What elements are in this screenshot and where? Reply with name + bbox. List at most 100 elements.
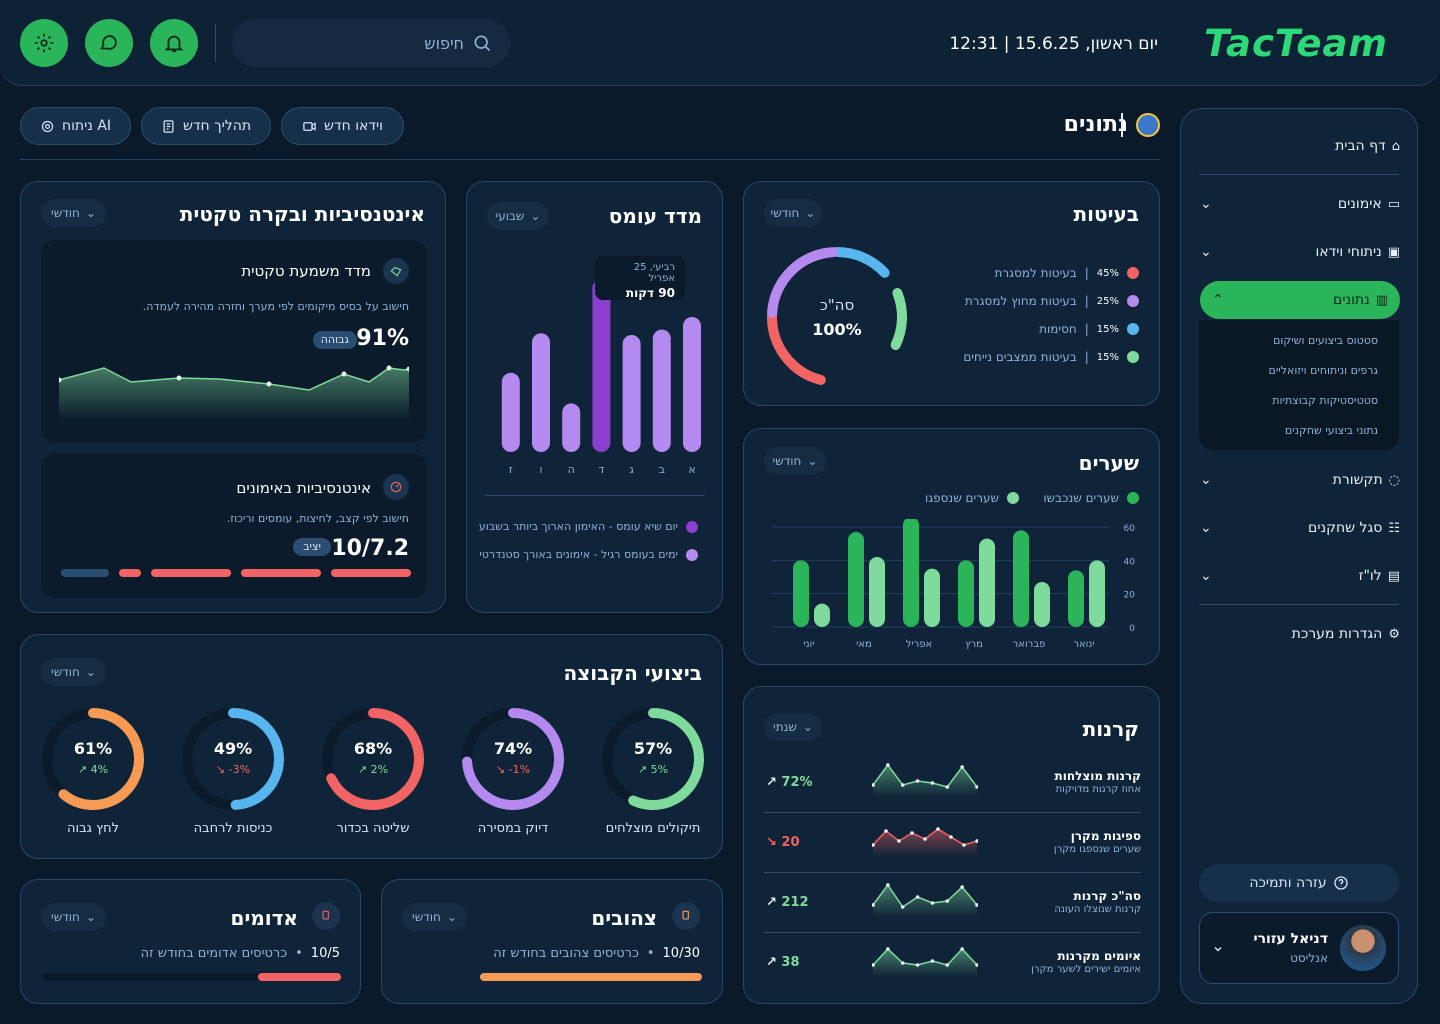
help-label: עזרה ותמיכה (1249, 875, 1327, 891)
legend-pct: 45% (1096, 267, 1119, 279)
period-label: חודשי (770, 206, 800, 220)
load-bar (652, 329, 671, 452)
team-icon: ☷ (1388, 520, 1400, 536)
ring-label: תיקולים מוצלחים (605, 821, 701, 836)
legend-pct: 25% (1096, 295, 1119, 307)
tactical-chart (59, 365, 409, 420)
new-video-button[interactable]: וידאו חדש (281, 107, 404, 145)
period-dropdown[interactable]: חודשי ⌄ (41, 903, 106, 931)
legend-item: 15% | חסימות (1039, 322, 1139, 336)
chevron-down-icon[interactable] (1212, 943, 1224, 955)
tactical-area (59, 368, 409, 420)
ring-change: ↗ 4% (77, 763, 109, 776)
corner-sparkline (872, 883, 978, 917)
goals-bar (979, 538, 995, 627)
ring-fill (602, 708, 704, 810)
sidebar-item[interactable]: ⌄ ▣ ניתוחי וידאו (1200, 237, 1400, 267)
chat-icon (100, 35, 117, 50)
trend-up-icon: ↗ (766, 955, 782, 970)
ring-change: ↘ -3% (215, 763, 251, 776)
chevron-up-icon: ⌃ (1212, 292, 1224, 308)
period-dropdown[interactable]: חודשי ⌄ (764, 447, 826, 475)
team-title: ביצועי הקבוצה (563, 661, 702, 685)
period-dropdown[interactable]: חודשי ⌄ (41, 199, 106, 227)
sidebar-item[interactable]: ⌄ ▭ אימונים (1200, 189, 1400, 219)
sidebar-item[interactable]: ⌃ ▥ נתונים (1200, 281, 1400, 319)
ring-label: דיוק במסירה (477, 821, 549, 836)
calendar-icon: ▤ (1387, 568, 1400, 584)
chat-button[interactable] (85, 19, 133, 67)
sidebar-item[interactable]: ⌄ ☷ סגל שחקנים (1200, 513, 1400, 543)
submenu-item[interactable]: נתוני ביצועי שחקנים (1284, 424, 1378, 437)
ring-change: ↘ -1% (495, 763, 531, 776)
training-card: אינטנסיביות באימונים חישוב לפי קצב, לחיצ… (41, 454, 427, 598)
period-dropdown[interactable]: שבועי ⌄ (487, 202, 549, 230)
corner-row: איומים מקרנות איומים ישירים לשער מקרן ↗ 38 (764, 932, 1141, 999)
goals-chart: 60 40 20 0 ינואר פברואר מרץ אפריל מאי יוני (772, 519, 1135, 650)
ring-value: 49% (213, 739, 253, 758)
ring-chart (602, 708, 704, 810)
red-cards-bar-track (43, 973, 341, 981)
new-process-button[interactable]: תהליך חדש (141, 107, 271, 145)
period-label: חודשי (412, 910, 441, 924)
tooltip-date: רביעי, 25 אפריל (633, 262, 675, 284)
donut-center-label: סה"כ (819, 296, 855, 314)
load-bar (532, 333, 550, 452)
corner-value: ↗ 38 (766, 955, 800, 970)
trend-up-icon: ↗ (357, 763, 371, 776)
corners-title: קרנות (1082, 717, 1139, 741)
user-name: דניאל עזורי (1253, 931, 1328, 947)
corner-subtitle: איומים ישירים לשער מקרן (1031, 964, 1141, 975)
corner-subtitle: אחוז קרנות מדויקות (1055, 784, 1141, 795)
training-value: 10/7.2 (331, 536, 409, 561)
team-panel: ביצועי הקבוצה חודשי ⌄ 57% ↗ 5% תיקולים מוצל… (20, 634, 723, 859)
submenu-item[interactable]: סטטיסטיקות קבוצתיות (1272, 394, 1378, 407)
title-divider (1121, 113, 1123, 137)
period-dropdown[interactable]: חודשי ⌄ (764, 199, 822, 227)
trend-up-icon: ↗ (766, 775, 782, 790)
period-dropdown[interactable]: חודשי ⌄ (41, 658, 106, 686)
corner-title: איומים מקרנות (1057, 949, 1141, 963)
red-cards-panel: אדומים חודשי ⌄ 10/5 • כרטיסים אדומים בחודש … (20, 879, 361, 1004)
chevron-down-icon: ⌄ (85, 910, 96, 924)
ring-chart (42, 708, 144, 810)
legend-dot (1127, 351, 1139, 363)
sidebar-item[interactable]: ⌂ דף הבית (1200, 131, 1400, 161)
notifications-button[interactable] (150, 19, 198, 67)
x-tick: יוני (803, 639, 814, 650)
tactical-point (406, 366, 409, 372)
corner-sparkline (872, 827, 978, 857)
sidebar-item[interactable]: ⌄ ▤ לו"ז (1200, 561, 1400, 591)
ai-analysis-button[interactable]: ניתוח AI (20, 107, 131, 145)
trend-up-icon: ↗ (637, 763, 651, 776)
ai-analysis-label: ניתוח AI (61, 118, 112, 134)
tactical-value: 91% (356, 326, 409, 351)
period-dropdown[interactable]: חודשי ⌄ (402, 903, 467, 931)
ring-fill (322, 708, 424, 810)
training-desc: חישוב לפי קצב, לחיצות, עומסים וריכוז. (226, 512, 409, 525)
sidebar-divider (1199, 604, 1399, 605)
period-dropdown[interactable]: שנתי ⌄ (764, 713, 822, 741)
submenu-item[interactable]: גרפים וניתוחים ויזואליים (1268, 364, 1378, 377)
goals-bar (903, 519, 919, 627)
sidebar-item[interactable]: ⌄ ◌ תקשורת (1200, 465, 1400, 495)
user-card[interactable]: דניאל עזורי אנליסט (1199, 912, 1399, 984)
performance-ring: 68% ↗ 2% שליטה בכדור (321, 707, 425, 847)
search-input[interactable]: חיפוש (232, 19, 510, 67)
settings-button[interactable] (20, 19, 68, 67)
goals-bar (958, 560, 974, 627)
shots-donut (767, 247, 907, 385)
club-logo (1136, 113, 1160, 137)
sidebar-item-label: תקשורת (1332, 472, 1383, 488)
sidebar-item[interactable]: ⚙ הגדרות מערכת (1200, 619, 1400, 649)
load-chart: א ב ג ד ה ו ז (501, 279, 701, 476)
tactical-desc: חישוב על בסיס מיקומים לפי מערך וחזרה מהי… (142, 300, 409, 313)
performance-ring: 61% ↗ 4% לחץ גבוה (41, 707, 145, 847)
page-title: נתונים (1063, 112, 1128, 137)
ring-chart (322, 708, 424, 810)
submenu-item[interactable]: סטטוס ביצועים ושיקום (1273, 334, 1378, 347)
load-x-tick: ו (540, 463, 543, 476)
corner-sparkline (872, 947, 978, 977)
load-x-tick: ד (598, 463, 604, 476)
help-button[interactable]: עזרה ותמיכה (1199, 864, 1399, 902)
